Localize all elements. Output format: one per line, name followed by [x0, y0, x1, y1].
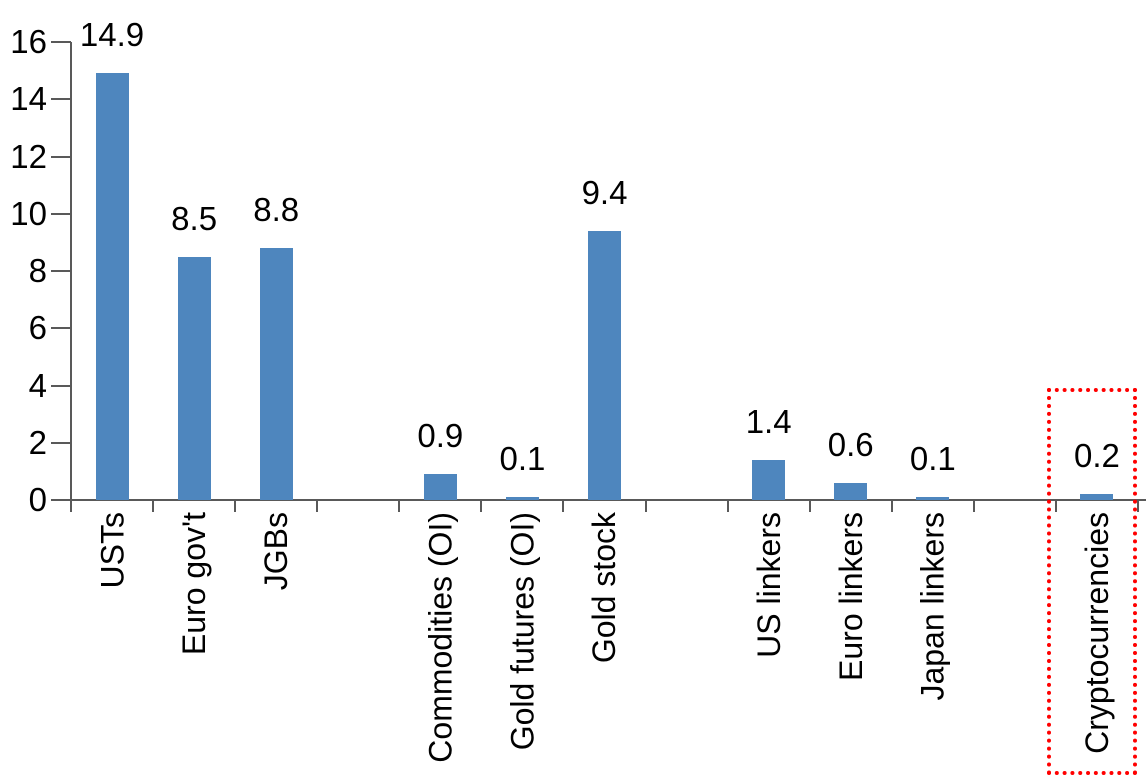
highlight-box — [1047, 388, 1137, 775]
category-label: JGBs — [258, 512, 295, 591]
category-label: Gold stock — [586, 512, 623, 664]
bar — [834, 482, 868, 500]
y-tick — [51, 327, 71, 330]
bar — [259, 248, 293, 500]
x-tick — [890, 500, 893, 512]
y-tick — [51, 212, 71, 215]
y-tick — [51, 270, 71, 272]
x-axis-line — [70, 499, 1146, 501]
y-tick — [51, 155, 71, 158]
x-tick — [972, 500, 975, 512]
value-label: 8.5 — [171, 199, 218, 237]
category-label: Commodities (OI) — [422, 512, 459, 763]
value-label: 0.1 — [499, 440, 546, 478]
bar — [916, 497, 950, 500]
y-tick-label: 0 — [28, 481, 47, 518]
y-tick-label: 12 — [10, 137, 47, 175]
bar — [1080, 494, 1114, 500]
y-tick — [51, 441, 71, 444]
x-tick — [808, 500, 811, 512]
y-tick — [51, 499, 71, 501]
value-label: 0.9 — [417, 417, 464, 455]
bar — [95, 73, 129, 500]
x-tick — [1054, 500, 1057, 512]
y-tick-label: 10 — [10, 194, 47, 232]
y-tick-label: 4 — [28, 366, 47, 404]
y-tick-label: 16 — [10, 23, 47, 60]
x-tick — [644, 500, 647, 512]
bar — [177, 256, 211, 500]
value-label: 14.9 — [79, 16, 145, 54]
category-label: Euro linkers — [832, 512, 869, 681]
category-label: Euro gov't — [176, 512, 213, 656]
y-tick-label: 14 — [10, 80, 47, 118]
x-tick — [1137, 500, 1139, 512]
value-label: 0.6 — [827, 425, 874, 463]
x-tick — [70, 500, 72, 512]
x-tick — [234, 500, 237, 512]
value-label: 8.8 — [253, 191, 300, 229]
category-label: Japan linkers — [914, 512, 951, 701]
x-tick — [480, 500, 483, 512]
y-tick — [51, 41, 71, 43]
x-tick — [316, 500, 319, 512]
x-tick — [152, 500, 155, 512]
bar — [752, 459, 786, 500]
y-tick-label: 8 — [28, 252, 47, 289]
x-tick — [398, 500, 401, 512]
category-label: Gold futures (OI) — [504, 512, 541, 751]
value-label: 1.4 — [745, 402, 792, 440]
x-tick — [562, 500, 565, 512]
y-tick-label: 2 — [28, 423, 47, 461]
x-tick — [726, 500, 729, 512]
value-label: 9.4 — [581, 173, 628, 211]
y-tick — [51, 98, 71, 101]
value-label: 0.2 — [1074, 437, 1120, 475]
category-label: US linkers — [750, 512, 787, 658]
category-label: USTs — [94, 512, 131, 589]
bar — [588, 230, 621, 500]
bar — [505, 497, 539, 500]
y-tick — [51, 384, 71, 387]
value-label: 0.1 — [909, 440, 956, 478]
y-axis-line — [70, 42, 72, 512]
y-tick-label: 6 — [28, 309, 47, 347]
bar — [423, 474, 457, 500]
